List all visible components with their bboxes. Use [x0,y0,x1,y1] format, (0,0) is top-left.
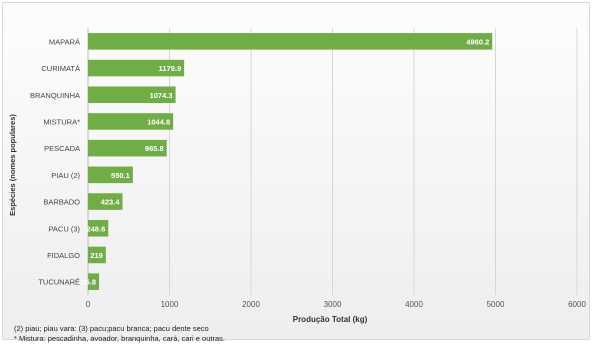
value-label: 1179.9 [159,64,182,73]
category-label: CURIMATÁ [41,64,80,73]
bar [88,246,106,264]
value-label: 135.8 [77,278,96,287]
value-label: 1074.3 [150,91,173,100]
x-tick-label: 1000 [161,300,179,309]
value-label: 1044.8 [147,117,170,126]
category-label: PACU (3) [48,224,80,233]
category-label: PIAU (2) [51,171,80,180]
bar [88,193,123,210]
x-axis-title: Produção Total (kg) [293,315,368,324]
value-label: 423.4 [101,198,121,207]
bar [88,273,100,290]
value-labels: 4960.2 1179.9 1074.3 1044.8 965.8 550.1 423.4 2… [77,37,489,286]
category-label: TUCUNARÉ [38,278,80,287]
bar [88,86,176,104]
category-label: MISTURA* [43,117,80,126]
value-label: 4960.2 [466,37,489,46]
bar [88,59,185,77]
value-label: 550.1 [111,171,130,180]
value-label: 248.6 [86,224,105,233]
category-label: MAPARÁ [49,37,80,46]
bar [88,113,174,130]
footnote-1: (2) piau; piau vara: (3) pacu;pacu branc… [14,324,209,333]
x-tick-labels: 0 1000 2000 3000 4000 5000 6000 [86,300,587,309]
value-label: 219 [90,251,103,260]
x-tick-label: 3000 [324,300,342,309]
bar [88,219,109,237]
category-label: BRANQUINHA [30,91,80,100]
x-tick-label: 6000 [568,300,586,309]
footnote-2: * Mistura: pescadinha, avoador, branquin… [14,334,225,343]
category-labels: MAPARÁ CURIMATÁ BRANQUINHA MISTURA* PESCADA P… [30,37,81,286]
x-tick-label: 5000 [487,300,505,309]
category-label: BARBADO [43,198,80,207]
value-label: 965.8 [145,144,164,153]
x-tick-label: 4000 [405,300,423,309]
x-tick-label: 2000 [242,300,260,309]
bar [88,166,133,184]
bars [88,33,493,290]
category-label: PESCADA [44,144,80,153]
category-label: FIDALGO [47,251,80,260]
bar [88,33,493,50]
bar [88,139,167,157]
y-axis-title: Espécies (nomes populares) [8,114,17,216]
x-tick-label: 0 [86,300,91,309]
